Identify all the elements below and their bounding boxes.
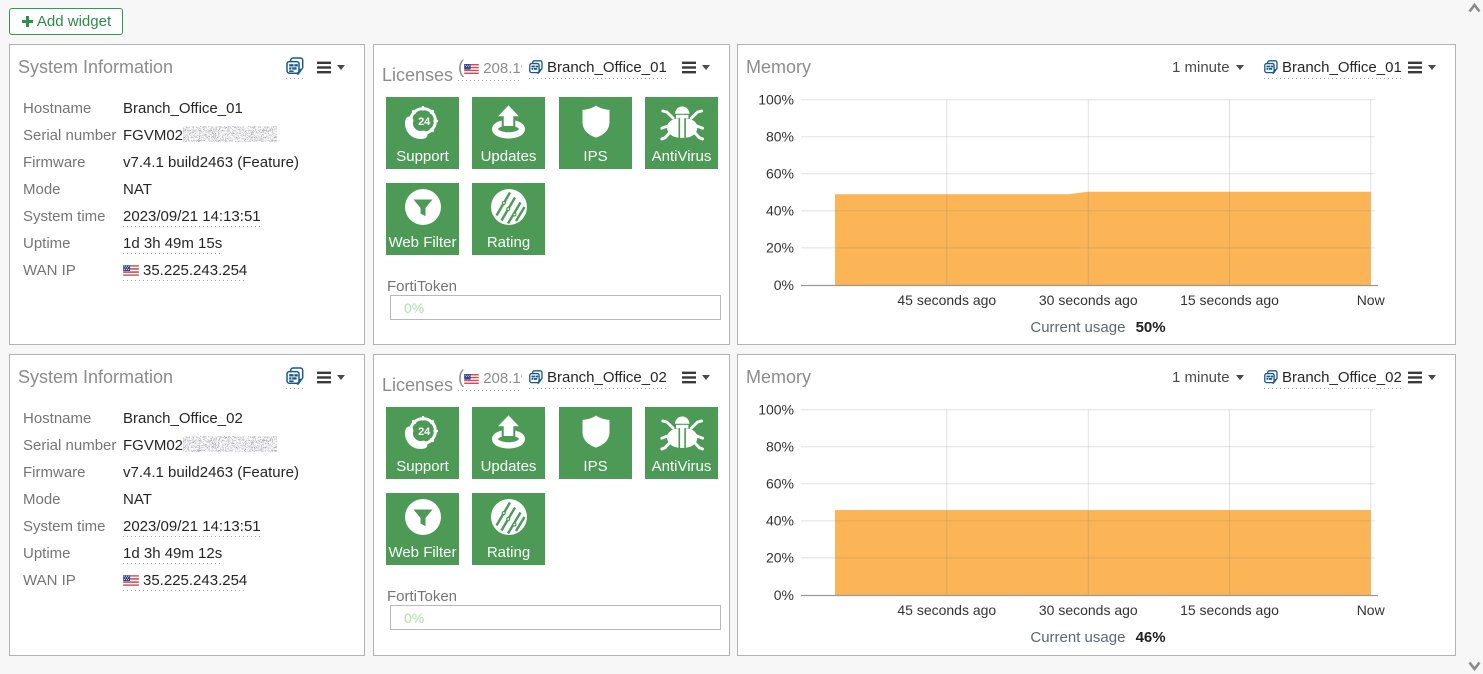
svg-text:60%: 60% — [766, 476, 794, 492]
svg-text:30 seconds ago: 30 seconds ago — [1039, 292, 1138, 308]
svg-text:20%: 20% — [766, 550, 794, 566]
svg-text:Now: Now — [1357, 602, 1386, 618]
svg-text:45 seconds ago: 45 seconds ago — [897, 292, 996, 308]
svg-text:45 seconds ago: 45 seconds ago — [897, 602, 996, 618]
svg-text:80%: 80% — [766, 129, 794, 145]
svg-text:30 seconds ago: 30 seconds ago — [1039, 602, 1138, 618]
svg-text:24: 24 — [418, 426, 431, 438]
svg-text:0%: 0% — [774, 277, 794, 293]
svg-text:60%: 60% — [766, 166, 794, 182]
svg-text:20%: 20% — [766, 240, 794, 256]
svg-text:100%: 100% — [758, 92, 794, 108]
svg-text:40%: 40% — [766, 203, 794, 219]
svg-text:15 seconds ago: 15 seconds ago — [1180, 602, 1279, 618]
svg-text:40%: 40% — [766, 513, 794, 529]
svg-text:80%: 80% — [766, 439, 794, 455]
svg-text:24: 24 — [418, 116, 431, 128]
svg-text:100%: 100% — [758, 402, 794, 418]
svg-text:0%: 0% — [774, 587, 794, 603]
svg-text:15 seconds ago: 15 seconds ago — [1180, 292, 1279, 308]
svg-text:Now: Now — [1357, 292, 1386, 308]
